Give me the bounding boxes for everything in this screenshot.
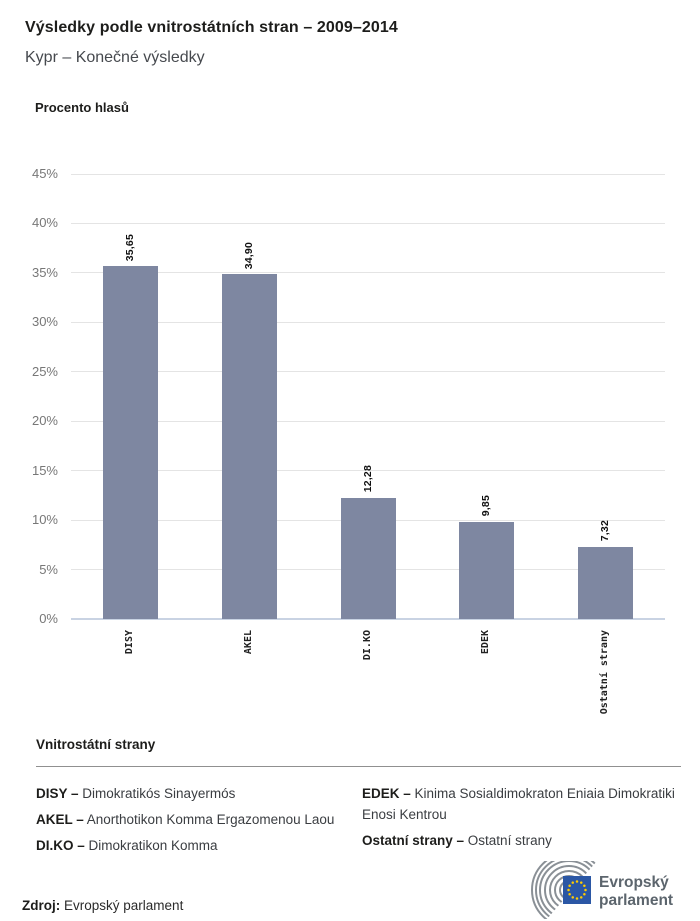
eu-star xyxy=(575,880,579,883)
eu-star xyxy=(583,893,586,896)
eu-star xyxy=(567,888,570,892)
y-tick-label: 30% xyxy=(31,314,58,330)
eu-flag-icon xyxy=(563,876,591,904)
european-parliament-logo: Evropský parlament xyxy=(531,861,673,919)
y-tick-label: 45% xyxy=(31,166,58,181)
logo-wordmark-line1: Evropský xyxy=(599,874,669,891)
legend-entry: AKEL – Anorthotikon Komma Ergazomenou La… xyxy=(36,812,335,827)
y-tick-label: 40% xyxy=(31,215,58,231)
legend-entry: DI.KO – Dimokratikon Komma xyxy=(36,838,218,853)
eu-star xyxy=(580,896,583,899)
bar xyxy=(578,546,634,619)
legend-column-right: EDEK – Kinima Sosialdimokraton Eniaia Di… xyxy=(362,783,690,856)
bar-value-label: 7,32 xyxy=(599,520,612,542)
gridline xyxy=(71,470,665,472)
y-tick-label: 0% xyxy=(39,611,58,626)
x-category-label: EDEK xyxy=(480,630,492,655)
eu-star xyxy=(568,884,571,887)
logo-wordmark: Evropský parlament xyxy=(599,874,673,909)
y-axis-title: Procento hlasů xyxy=(35,100,129,115)
gridline xyxy=(71,272,665,274)
gridline xyxy=(71,420,665,422)
legend-divider xyxy=(36,766,681,767)
y-tick-label: 35% xyxy=(31,264,58,280)
legend-entry: Ostatní strany – Ostatní strany xyxy=(362,833,552,848)
x-category-label: DI.KO xyxy=(361,630,373,661)
page-title: Výsledky podle vnitrostátních stran – 20… xyxy=(25,19,398,36)
bar xyxy=(102,266,158,619)
logo-wordmark-line2: parlament xyxy=(599,892,673,909)
source-value: Evropský parlament xyxy=(64,898,184,913)
eu-star xyxy=(571,881,574,884)
bar-value-label: 35,65 xyxy=(123,234,136,262)
x-category-label: AKEL xyxy=(242,630,254,655)
bar xyxy=(221,273,277,619)
eu-star xyxy=(583,884,586,887)
page-subtitle: Kypr – Konečné výsledky xyxy=(25,49,205,66)
eu-star xyxy=(571,896,574,899)
y-tick-label: 10% xyxy=(31,512,58,528)
gridline xyxy=(71,173,665,175)
y-tick-label: 20% xyxy=(31,413,58,429)
eu-star xyxy=(575,897,579,900)
bar-value-label: 12,28 xyxy=(361,465,374,493)
eu-star xyxy=(584,888,587,892)
legend-entry: DISY – Dimokratikós Sinayermós xyxy=(36,786,236,801)
y-tick-label: 5% xyxy=(39,561,58,577)
eu-star xyxy=(568,893,571,896)
bar xyxy=(459,521,515,619)
x-axis-line xyxy=(71,618,665,620)
source-label: Zdroj: xyxy=(22,898,61,913)
x-category-label: DISY xyxy=(123,630,135,655)
y-tick-label: 25% xyxy=(31,363,58,379)
legend-entry-name: DISY – xyxy=(36,786,79,801)
source-line: Zdroj: Evropský parlament xyxy=(22,898,183,913)
legend-entry-name: AKEL – xyxy=(36,812,84,827)
legend-entry-name: EDEK – xyxy=(362,786,411,801)
gridline xyxy=(71,222,665,224)
bar-value-label: 34,90 xyxy=(242,241,255,269)
bar-value-label: 9,85 xyxy=(480,495,493,517)
gridline xyxy=(71,321,665,323)
eu-star xyxy=(580,881,583,884)
legend-entry-name: Ostatní strany – xyxy=(362,833,465,848)
y-tick-label: 15% xyxy=(31,462,58,478)
bar xyxy=(340,497,396,619)
gridline xyxy=(71,371,665,373)
legend-entry: EDEK – Kinima Sosialdimokraton Eniaia Di… xyxy=(362,786,675,822)
x-category-label: Ostatní strany xyxy=(599,630,611,715)
legend-heading: Vnitrostátní strany xyxy=(36,737,156,752)
legend-column-left: DISY – Dimokratikós Sinayermós AKEL – Ano… xyxy=(36,783,351,861)
legend-entry-name: DI.KO – xyxy=(36,838,85,853)
